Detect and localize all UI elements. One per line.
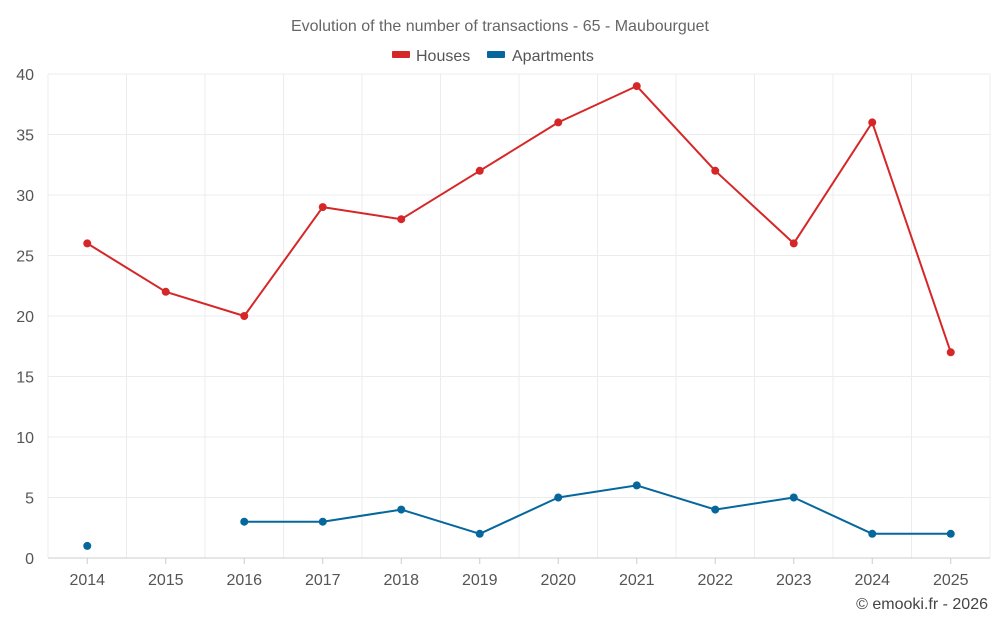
chart-title: Evolution of the number of transactions …	[291, 18, 710, 35]
x-tick-label: 2018	[383, 572, 419, 589]
data-point-apartments[interactable]	[632, 481, 641, 490]
data-point-houses[interactable]	[711, 166, 720, 175]
y-tick-label: 30	[16, 188, 34, 205]
x-tick-label: 2019	[462, 572, 498, 589]
data-point-houses[interactable]	[554, 118, 563, 127]
y-tick-label: 10	[16, 430, 34, 447]
series-line-apartments	[244, 484, 951, 535]
data-point-apartments[interactable]	[397, 505, 406, 514]
x-tick-label: 2025	[933, 572, 969, 589]
data-point-apartments[interactable]	[318, 517, 327, 526]
y-tick-label: 25	[16, 249, 34, 266]
series-houses	[83, 82, 955, 357]
x-tick-label: 2014	[69, 572, 105, 589]
legend: Houses Apartments	[392, 48, 594, 65]
series-apartments	[83, 481, 955, 550]
y-tick-label: 35	[16, 128, 34, 145]
data-point-apartments[interactable]	[789, 493, 798, 502]
legend-label-houses[interactable]: Houses	[416, 48, 470, 65]
data-point-houses[interactable]	[161, 287, 170, 296]
data-point-apartments[interactable]	[240, 517, 249, 526]
grid	[47, 73, 991, 558]
data-point-apartments[interactable]	[711, 505, 720, 514]
legend-label-apartments[interactable]: Apartments	[512, 48, 594, 65]
data-point-apartments[interactable]	[554, 493, 563, 502]
data-point-houses[interactable]	[83, 239, 92, 248]
data-point-houses[interactable]	[240, 312, 249, 320]
data-point-houses[interactable]	[789, 239, 798, 248]
x-tick-label: 2015	[148, 572, 184, 589]
y-axis-ticks: 0 5 10 15 20 25 30 35 40	[16, 67, 34, 568]
legend-swatch-houses	[392, 51, 410, 58]
x-tick-label: 2023	[776, 572, 812, 589]
data-point-apartments[interactable]	[475, 529, 484, 538]
data-point-apartments[interactable]	[946, 529, 955, 538]
y-tick-label: 5	[25, 491, 34, 508]
x-tick-label: 2020	[540, 572, 576, 589]
data-point-houses[interactable]	[946, 348, 955, 357]
credit-text: © emooki.fr - 2026	[856, 596, 988, 613]
x-tick-label: 2017	[305, 572, 341, 589]
series-line-houses	[86, 85, 952, 353]
data-point-houses[interactable]	[632, 82, 641, 91]
data-point-apartments[interactable]	[868, 529, 877, 538]
x-tick-label: 2021	[619, 572, 655, 589]
data-point-houses[interactable]	[475, 166, 484, 175]
y-tick-label: 40	[16, 67, 34, 84]
legend-swatch-apartments	[487, 51, 505, 58]
y-tick-label: 15	[16, 370, 34, 387]
x-tick-label: 2024	[854, 572, 890, 589]
x-tick-label: 2022	[697, 572, 733, 589]
series-group	[83, 82, 955, 550]
x-axis-ticks: 2014 2015 2016 2017 2018 2019 2020 2021 2022 2023…	[69, 572, 968, 589]
x-tick-label: 2016	[226, 572, 262, 589]
y-tick-label: 20	[16, 309, 34, 326]
y-tick-label: 0	[25, 551, 34, 568]
data-point-houses[interactable]	[868, 118, 877, 127]
data-point-houses[interactable]	[397, 215, 406, 224]
data-point-houses[interactable]	[318, 203, 327, 212]
data-point-apartments[interactable]	[83, 541, 92, 550]
axes	[48, 557, 990, 564]
